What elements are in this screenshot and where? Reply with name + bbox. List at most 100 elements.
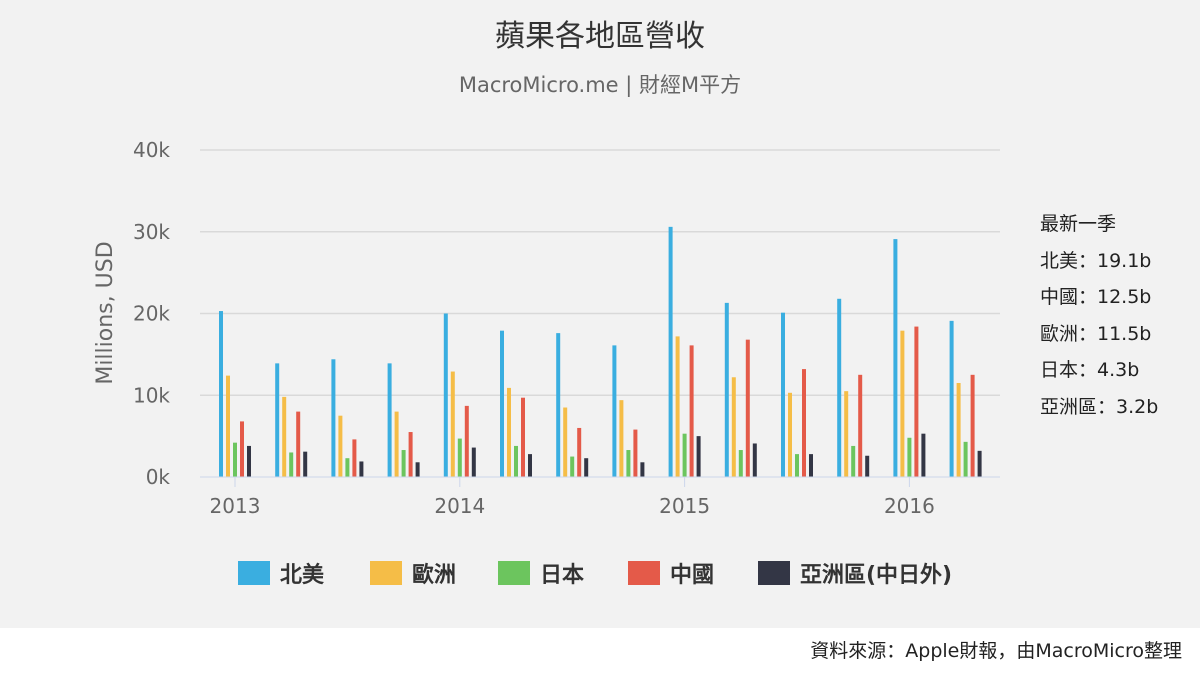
- bar-2013Q3-3: [352, 439, 357, 477]
- legend-label: 日本: [540, 563, 584, 588]
- bar-2014Q3-0: [556, 333, 561, 477]
- notes-line-china: 中國：12.5b: [1040, 286, 1151, 308]
- bar-2014Q3-3: [577, 427, 582, 477]
- legend-swatch: [758, 561, 790, 585]
- bar-2015Q1-3: [689, 345, 694, 477]
- bar-2013Q4-4: [415, 462, 420, 477]
- bar-2014Q4-4: [640, 462, 645, 477]
- bar-2014Q2-0: [500, 330, 504, 477]
- latest-quarter-notes: 最新一季 北美：19.1b 中國：12.5b 歐洲：11.5b 日本：4.3b …: [1040, 213, 1158, 418]
- bar-2014Q1-1: [450, 371, 455, 477]
- notes-line-north-america: 北美：19.1b: [1040, 250, 1151, 272]
- bar-2013Q1-3: [240, 421, 244, 477]
- bar-2016Q1-1: [900, 330, 905, 477]
- bar-2016Q2-0: [949, 320, 954, 477]
- notes-line-europe: 歐洲：11.5b: [1040, 323, 1151, 345]
- y-tick-label: 10k: [133, 383, 170, 407]
- bar-2013Q4-1: [394, 411, 399, 477]
- bar-2014Q1-0: [443, 313, 448, 477]
- legend-label: 亞洲區(中日外): [800, 562, 952, 588]
- bar-2015Q4-3: [858, 374, 863, 477]
- y-tick-label: 0k: [146, 465, 171, 489]
- legend-swatch: [498, 561, 530, 585]
- y-tick-label: 30k: [133, 220, 170, 244]
- bar-2016Q1-0: [893, 239, 898, 477]
- source-note: 資料來源：Apple財報，由MacroMicro整理: [810, 640, 1182, 662]
- bar-2013Q1-0: [219, 311, 223, 477]
- bar-2015Q3-0: [781, 312, 785, 477]
- notes-line-asia: 亞洲區：3.2b: [1040, 396, 1158, 418]
- bar-2015Q3-3: [802, 369, 806, 477]
- bar-2014Q1-4: [471, 447, 476, 477]
- bar-2013Q4-2: [401, 450, 406, 477]
- bar-2013Q3-0: [331, 359, 336, 477]
- bar-2013Q2-2: [289, 452, 294, 477]
- bar-2015Q2-2: [738, 450, 743, 477]
- x-tick-label: 2015: [659, 494, 710, 518]
- bars: [219, 226, 982, 477]
- grid: [200, 149, 1000, 396]
- bar-2016Q2-2: [963, 441, 968, 477]
- bar-2015Q3-1: [788, 392, 792, 477]
- y-axis-ticks: 0k 10k 20k 30k 40k: [133, 138, 170, 489]
- legend-label: 北美: [280, 562, 325, 588]
- y-axis-title: Millions, USD: [93, 241, 118, 384]
- legend-swatch: [238, 561, 270, 585]
- bar-2016Q1-2: [907, 437, 912, 477]
- bar-2015Q4-2: [851, 445, 856, 477]
- legend-swatch: [628, 561, 660, 585]
- bar-2014Q3-2: [570, 456, 575, 477]
- bar-2016Q2-3: [970, 374, 975, 477]
- chart-title: 蘋果各地區營收: [495, 19, 705, 54]
- bar-2013Q2-0: [275, 363, 280, 477]
- bar-2013Q4-3: [408, 432, 413, 477]
- bar-2014Q4-0: [612, 345, 617, 477]
- bar-2016Q2-4: [977, 450, 982, 477]
- bar-2015Q2-1: [731, 377, 736, 477]
- bar-2015Q2-3: [745, 339, 750, 477]
- bar-2013Q1-4: [247, 445, 251, 477]
- bar-2015Q2-4: [752, 443, 757, 477]
- bar-2013Q1-1: [226, 375, 230, 477]
- bar-2015Q4-4: [865, 455, 870, 477]
- bar-2015Q1-4: [696, 436, 701, 477]
- notes-heading: 最新一季: [1040, 213, 1116, 235]
- bar-2013Q2-4: [303, 451, 308, 477]
- bar-2015Q1-2: [682, 433, 687, 477]
- bar-2013Q1-2: [233, 442, 237, 477]
- bar-2016Q1-3: [914, 326, 919, 477]
- bar-2014Q4-1: [619, 400, 624, 477]
- notes-line-japan: 日本：4.3b: [1040, 359, 1139, 381]
- legend-label: 歐洲: [412, 562, 456, 588]
- chart-subtitle: MacroMicro.me | 財經M平方: [459, 73, 741, 98]
- bar-2015Q4-1: [844, 391, 849, 477]
- bar-2014Q3-4: [584, 458, 589, 477]
- x-tick-label: 2016: [884, 494, 935, 518]
- chart: 蘋果各地區營收 MacroMicro.me | 財經M平方 0k 10k 20k 30…: [93, 19, 1158, 588]
- bar-2014Q2-3: [521, 397, 525, 477]
- bar-2013Q3-2: [345, 458, 350, 477]
- bar-2015Q1-0: [668, 226, 673, 477]
- bar-2014Q2-1: [507, 387, 511, 477]
- bar-2015Q3-4: [809, 454, 813, 477]
- legend: 北美 歐洲 日本 中國 亞洲區(中日外): [238, 561, 952, 588]
- x-axis-ticks: 2013 2014 2015 2016: [210, 477, 935, 518]
- bar-2013Q3-4: [359, 461, 364, 477]
- bar-2016Q1-4: [921, 433, 926, 477]
- y-tick-label: 20k: [133, 302, 170, 326]
- bar-2014Q4-3: [633, 429, 638, 477]
- legend-label: 中國: [670, 563, 714, 588]
- bar-2013Q2-3: [296, 411, 301, 477]
- x-tick-label: 2014: [434, 494, 485, 518]
- bar-2015Q3-2: [795, 454, 799, 477]
- bar-2014Q2-4: [528, 454, 532, 477]
- bar-2013Q4-0: [387, 363, 392, 477]
- legend-swatch: [370, 561, 402, 585]
- bar-2015Q2-0: [724, 302, 729, 477]
- bar-2014Q1-2: [457, 438, 462, 477]
- bar-2014Q2-2: [514, 445, 518, 477]
- bar-2015Q4-0: [837, 298, 842, 477]
- bar-2015Q1-1: [675, 336, 680, 477]
- bar-2014Q4-2: [626, 450, 631, 477]
- x-tick-label: 2013: [210, 494, 261, 518]
